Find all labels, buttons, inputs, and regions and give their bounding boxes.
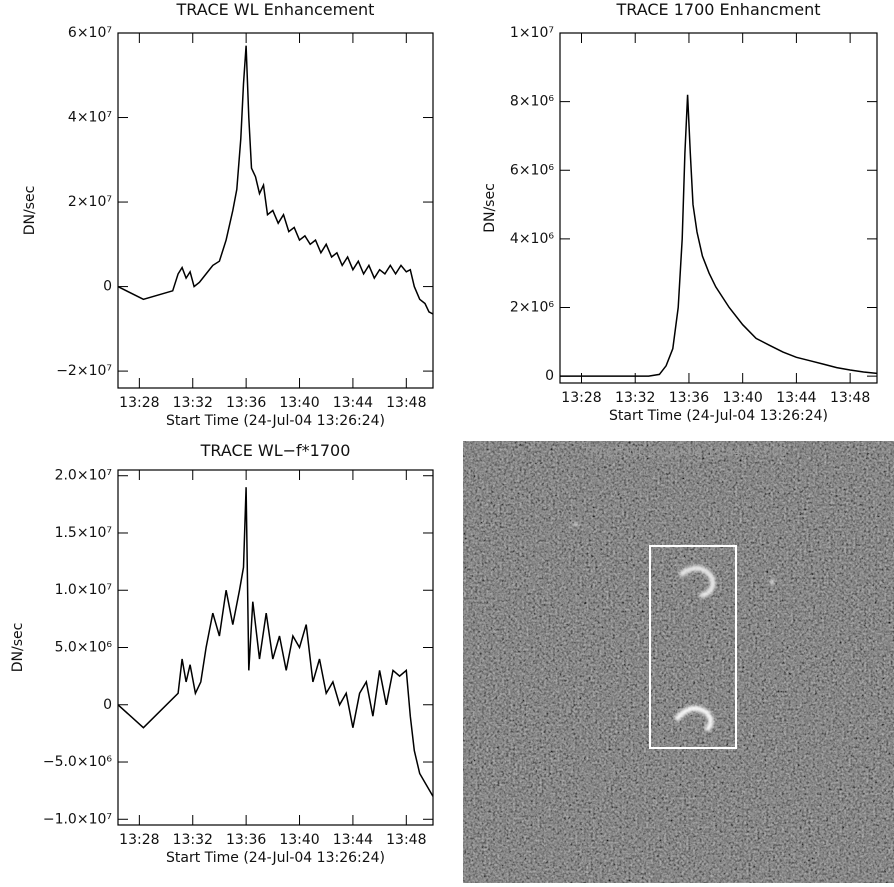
x-tick-label: 13:32 — [173, 832, 213, 848]
y-tick-label: 8×10⁶ — [510, 94, 554, 110]
plot-frame — [118, 33, 433, 388]
chart-title: TRACE 1700 Enhancment — [615, 0, 820, 19]
x-tick-label: 13:36 — [669, 390, 709, 406]
y-tick-label: 0 — [103, 697, 112, 713]
y-tick-label: 2.0×10⁷ — [55, 468, 112, 484]
x-tick-label: 13:48 — [386, 395, 426, 411]
y-tick-label: −2×10⁷ — [56, 363, 112, 379]
y-tick-label: 1.5×10⁷ — [55, 525, 112, 541]
x-tick-label: 13:48 — [386, 832, 426, 848]
y-tick-label: 1.0×10⁷ — [55, 582, 112, 598]
x-tick-label: 13:44 — [333, 832, 373, 848]
y-tick-label: 4×10⁶ — [510, 231, 554, 247]
x-tick-label: 13:36 — [226, 395, 266, 411]
y-tick-label: 6×10⁷ — [68, 25, 112, 41]
x-tick-label: 13:44 — [333, 395, 373, 411]
data-line — [560, 95, 877, 376]
x-tick-label: 13:36 — [226, 832, 266, 848]
image-panel: TRACE WL 24-Jul-04 13:34:45.000 — [463, 441, 894, 883]
x-axis-label: Start Time (24-Jul-04 13:26:24) — [609, 408, 828, 424]
x-tick-label: 13:28 — [561, 390, 601, 406]
x-axis-label: Start Time (24-Jul-04 13:26:24) — [166, 850, 385, 866]
data-line — [118, 46, 433, 314]
chart-title: TRACE WL Enhancement — [176, 0, 375, 19]
plot-frame — [560, 33, 877, 383]
x-tick-label: 13:40 — [722, 390, 762, 406]
y-tick-label: 5.0×10⁶ — [55, 640, 113, 656]
y-tick-label: 0 — [103, 279, 112, 295]
x-tick-label: 13:40 — [279, 832, 319, 848]
image-caption: TRACE WL 24-Jul-04 13:34:45.000 — [582, 445, 787, 459]
x-tick-label: 13:48 — [830, 390, 870, 406]
y-tick-label: 4×10⁷ — [68, 110, 112, 126]
data-line — [118, 487, 433, 796]
x-tick-label: 13:32 — [173, 395, 213, 411]
y-tick-label: −5.0×10⁶ — [43, 754, 113, 770]
y-axis-label: DN/sec — [482, 183, 498, 233]
y-tick-label: 2×10⁶ — [510, 300, 554, 316]
y-tick-label: −1.0×10⁷ — [43, 811, 112, 827]
y-axis-label: DN/sec — [22, 186, 38, 236]
x-tick-label: 13:28 — [119, 832, 159, 848]
x-tick-label: 13:28 — [119, 395, 159, 411]
y-tick-label: 1×10⁷ — [510, 25, 554, 41]
image-noise — [463, 441, 894, 883]
x-tick-label: 13:32 — [615, 390, 655, 406]
x-axis-label: Start Time (24-Jul-04 13:26:24) — [166, 413, 385, 429]
y-tick-label: 6×10⁶ — [510, 162, 554, 178]
y-tick-label: 0 — [545, 368, 554, 384]
x-tick-label: 13:44 — [776, 390, 816, 406]
y-tick-label: 2×10⁷ — [68, 194, 112, 210]
chart-title: TRACE WL−f*1700 — [200, 441, 351, 460]
figure: TRACE WL 24-Jul-04 13:34:45.000 TRACE WL… — [0, 0, 894, 883]
y-axis-label: DN/sec — [10, 623, 26, 673]
x-tick-label: 13:40 — [279, 395, 319, 411]
